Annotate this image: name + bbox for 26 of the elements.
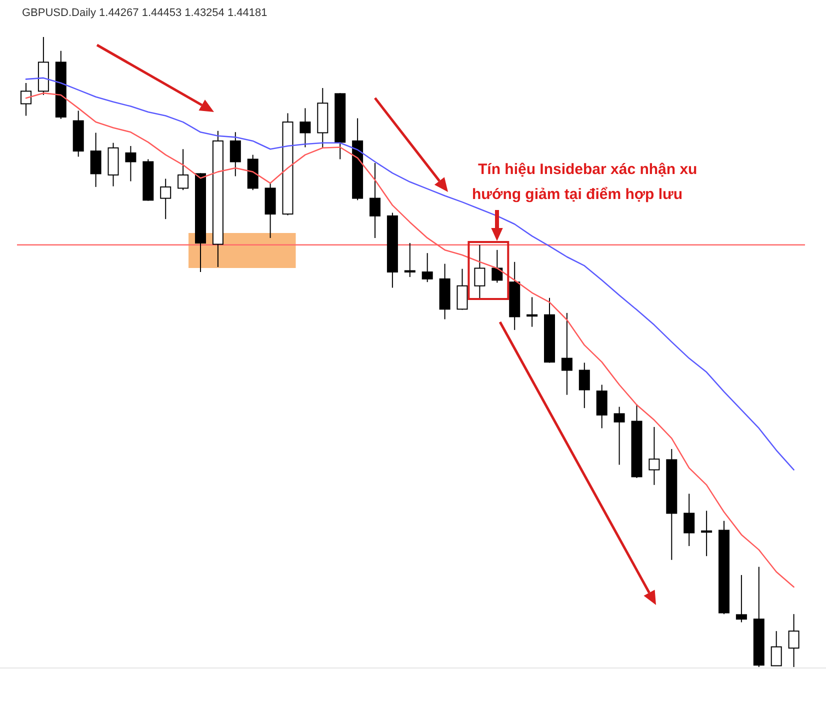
candlestick xyxy=(788,614,800,668)
candlestick xyxy=(578,362,590,409)
candlestick xyxy=(422,252,433,283)
candlestick xyxy=(526,296,538,328)
chart-title: GBPUSD.Daily 1.44267 1.44453 1.43254 1.44181 xyxy=(22,7,268,19)
candlestick xyxy=(474,244,486,300)
candlestick xyxy=(404,242,416,278)
candlestick xyxy=(770,630,782,666)
candlestick xyxy=(300,108,311,148)
candlestick xyxy=(736,574,747,623)
annotation: Tín hiệu Insidebar xác nhận xu hướng giảm tại điểm hợp lưu xyxy=(472,161,698,203)
candlestick xyxy=(456,268,468,310)
candlestick xyxy=(370,162,380,238)
candlestick xyxy=(684,493,695,547)
candlestick xyxy=(178,148,189,191)
candlestick xyxy=(561,312,572,396)
candlestick xyxy=(160,178,172,220)
candlestick xyxy=(230,132,241,177)
candlestick xyxy=(701,510,712,557)
candlestick xyxy=(90,132,102,188)
candlestick xyxy=(614,406,625,466)
candlestick xyxy=(596,384,608,429)
candlestick xyxy=(20,82,32,116)
candlestick xyxy=(492,249,503,284)
candlestick xyxy=(648,426,660,486)
candlestick xyxy=(125,145,136,182)
